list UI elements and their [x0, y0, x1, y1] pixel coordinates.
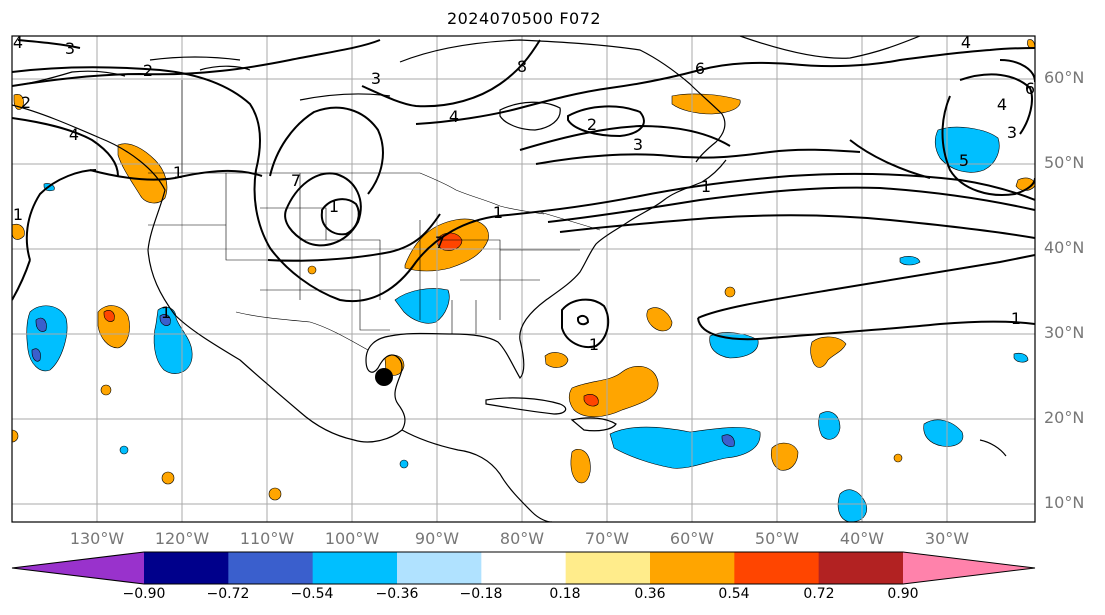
contour-label: 3 [65, 39, 75, 58]
colorbar-outline [11, 551, 1036, 585]
political-borders [148, 80, 601, 351]
contour-label: 1 [493, 203, 503, 222]
contour-label: 1 [13, 205, 23, 224]
lon-label: 90°W [414, 529, 460, 548]
station-marker [375, 368, 393, 386]
lon-label: 110°W [239, 529, 295, 548]
colorbar-tick-label: −0.54 [290, 586, 334, 602]
colorbar-tick-label: 0.18 [549, 586, 581, 602]
contour-label: 4 [961, 33, 971, 52]
colorbar-tick-label: 0.90 [887, 586, 919, 602]
lat-label: 20°N [1044, 408, 1085, 427]
lat-label: 60°N [1044, 68, 1085, 87]
colorbar-cell [818, 552, 904, 584]
contour-label: 3 [633, 135, 643, 154]
contour-label: 2 [21, 93, 31, 112]
colorbar-cell [565, 552, 651, 584]
contour-label: 1 [161, 303, 171, 322]
contour-label: 3 [371, 69, 381, 88]
contour-lines [12, 39, 1035, 348]
contour-label: 7 [291, 171, 301, 190]
colorbar-cell [144, 552, 229, 584]
contour-label: 4 [997, 95, 1007, 114]
lon-label: 50°W [754, 529, 800, 548]
colorbar-cell [734, 552, 820, 584]
lat-label: 10°N [1044, 493, 1085, 512]
plot-title: 2024070500 F072 [446, 9, 602, 28]
lon-label: 80°W [499, 529, 545, 548]
contour-label-group: 4 3 2 4 2 1 1 7 4 3 8 6 2 3 1 1 7 1 1 4 … [13, 33, 1035, 354]
colorbar-extend-high [903, 552, 1035, 584]
lon-label: 60°W [669, 529, 715, 548]
lon-label: 30°W [924, 529, 970, 548]
contour-label: 2 [143, 61, 153, 80]
colorbar-extend-low [12, 552, 144, 584]
contour-label: 1 [1011, 309, 1021, 328]
lon-label: 70°W [584, 529, 630, 548]
colorbar-tick-label: 0.72 [803, 586, 835, 602]
contour-label: 1 [329, 197, 339, 216]
graticule [12, 36, 1035, 522]
contour-label: 4 [13, 33, 23, 52]
contour-label: 5 [959, 151, 969, 170]
contour-label: 2 [587, 115, 597, 134]
contour-label: 6 [1025, 79, 1035, 98]
contour-label: 1 [173, 163, 183, 182]
contour-label: 1 [701, 177, 711, 196]
contour-label: 3 [1007, 123, 1017, 142]
map-frame [11, 35, 1036, 523]
contour-label: 4 [449, 107, 459, 126]
lat-label: 50°N [1044, 153, 1085, 172]
lat-label: 30°N [1044, 323, 1085, 342]
colorbar-tick-label: −0.18 [459, 586, 503, 602]
contour-label: 4 [69, 125, 79, 144]
colorbar-tick-label: −0.36 [375, 586, 419, 602]
lon-label: 120°W [154, 529, 210, 548]
colorbar-tick-label: −0.90 [122, 586, 166, 602]
contour-label: 7 [435, 233, 445, 252]
lon-label: 40°W [839, 529, 885, 548]
colorbar-cell [312, 552, 398, 584]
contour-label: 6 [695, 59, 705, 78]
colorbar-cell [397, 552, 482, 584]
colorbar-cell [650, 552, 735, 584]
lon-label: 130°W [69, 529, 125, 548]
colorbar-cell [228, 552, 314, 584]
colorbar-tick-label: −0.72 [206, 586, 250, 602]
colorbar-tick-label: 0.54 [718, 586, 750, 602]
colorbar-cell [481, 552, 567, 584]
lat-label: 40°N [1044, 238, 1085, 257]
coastlines [12, 36, 1007, 522]
colorbar-tick-label: 0.36 [634, 586, 666, 602]
colorbar [11, 551, 1036, 585]
contour-label: 8 [517, 57, 527, 76]
contour-label: 1 [589, 335, 599, 354]
lon-label: 100°W [324, 529, 380, 548]
